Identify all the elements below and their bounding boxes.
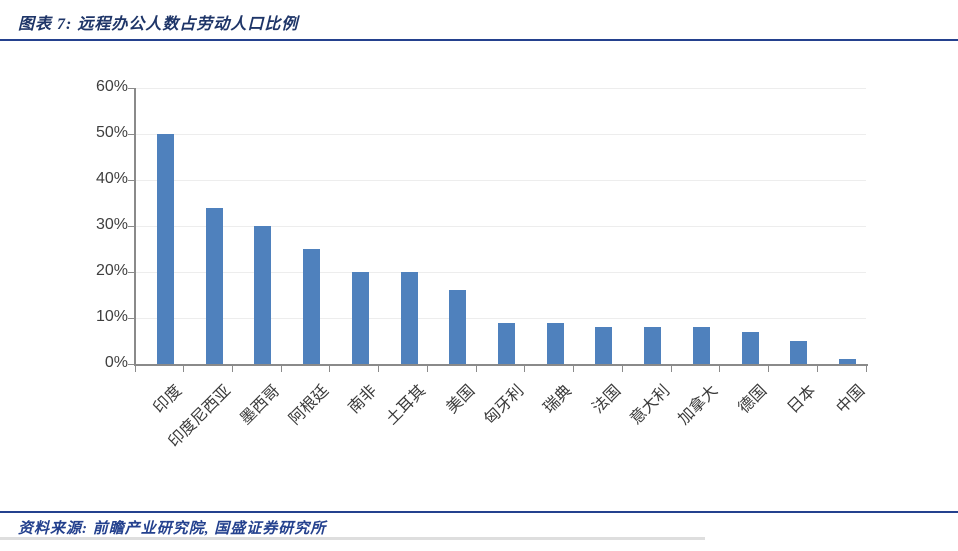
x-tick (719, 366, 721, 372)
bar (595, 327, 613, 364)
y-tick-label: 0% (104, 354, 128, 371)
x-tick (524, 366, 526, 372)
y-tick (128, 180, 134, 181)
x-tick (231, 366, 233, 372)
y-tick-label: 20% (95, 262, 128, 279)
gridline (135, 88, 866, 89)
x-tick (378, 366, 380, 372)
x-tick (768, 366, 770, 372)
bar (303, 249, 321, 364)
bar-chart: 0% 10% 20% 30% 40% 50% 60% 印度 印度尼西亚 墨西哥 阿根廷 南非 土耳其 美国… (0, 78, 958, 488)
y-tick (128, 134, 134, 135)
bar (790, 341, 808, 364)
bar (400, 272, 418, 364)
bar (156, 134, 174, 364)
bar (741, 331, 759, 364)
x-tick (329, 366, 331, 372)
y-tick (128, 272, 134, 273)
footer-rule (0, 511, 958, 513)
x-tick (426, 366, 428, 372)
x-tick (183, 366, 185, 372)
plot-area (128, 88, 868, 372)
bar (644, 327, 662, 364)
x-tick (573, 366, 575, 372)
x-tick (816, 366, 818, 372)
y-tick (128, 88, 134, 89)
bar (839, 359, 857, 364)
y-axis (134, 88, 136, 365)
y-tick-label: 50% (95, 124, 128, 141)
chart-title: 图表 7: 远程办公人数占劳动人口比例 (18, 16, 299, 33)
bar (351, 272, 369, 364)
x-tick (134, 366, 136, 372)
gridline (135, 180, 866, 181)
gridline (135, 134, 866, 135)
bar (546, 322, 564, 364)
x-tick (475, 366, 477, 372)
y-tick-label: 10% (95, 308, 128, 325)
x-axis (134, 364, 868, 366)
y-tick (128, 318, 134, 319)
source-note: 资料来源: 前瞻产业研究院, 国盛证券研究所 (18, 521, 327, 537)
bottom-edge (0, 537, 705, 540)
y-tick-label: 40% (95, 170, 128, 187)
bar (205, 207, 223, 364)
x-tick (670, 366, 672, 372)
gridline (135, 226, 866, 227)
bar (254, 226, 272, 364)
bar (449, 290, 467, 364)
y-tick-label: 30% (95, 216, 128, 233)
bar (498, 322, 515, 364)
x-tick (865, 366, 867, 372)
gridline (135, 318, 866, 319)
header-rule (0, 39, 958, 41)
bar (692, 327, 710, 364)
x-tick (621, 366, 623, 372)
y-tick (128, 226, 134, 227)
gridline (135, 272, 866, 273)
y-tick (128, 364, 134, 365)
y-tick-label: 60% (95, 78, 128, 95)
x-tick (280, 366, 282, 372)
